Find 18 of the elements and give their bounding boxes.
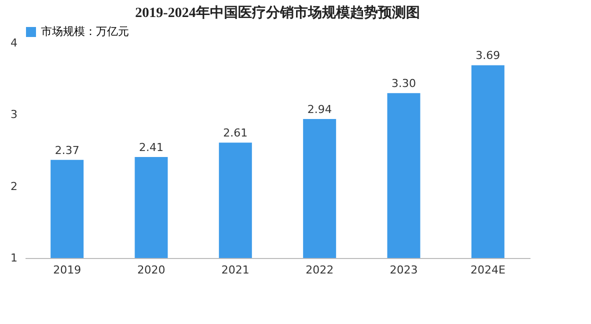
y-tick-label: 2 [10,180,18,193]
x-tick-label: 2024E [470,264,506,276]
x-tick-label: 2020 [137,264,166,276]
x-tick-label: 2022 [306,264,334,276]
x-tick-label: 2023 [390,264,418,276]
x-tick-label: 2019 [53,264,82,276]
x-tick-label: 2021 [221,264,250,276]
text: 2.61 [223,126,248,140]
text: 3.69 [476,49,500,62]
text: 3.30 [392,77,416,90]
text: 2.41 [139,140,164,154]
y-tick-label: 4 [10,36,18,50]
chart-title: 2019-2024年中国医疗分销市场规模趋势预测图 [135,4,420,21]
text: 2.94 [307,102,332,116]
legend-label: 市场规模：万亿元 [41,25,129,38]
text: 2.37 [54,144,80,157]
y-tick-label: 3 [10,108,18,122]
y-tick-label: 1 [10,252,18,264]
